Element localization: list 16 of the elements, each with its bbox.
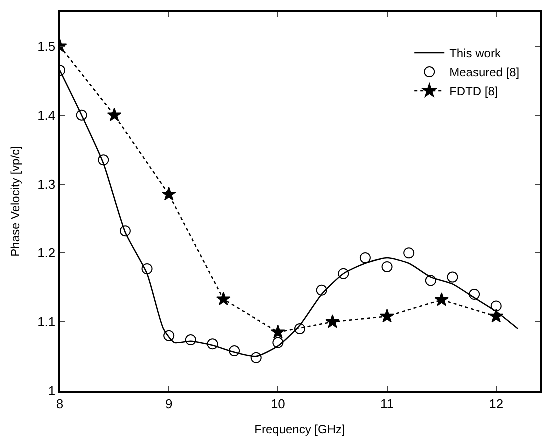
x-tick-label: 10 [270,396,286,412]
x-axis-title: Frequency [GHz] [254,422,346,437]
y-tick-label: 1.5 [38,39,56,54]
x-tick-label: 8 [56,396,64,412]
x-tick-label: 12 [489,396,504,412]
x-tick-label: 11 [380,396,394,412]
legend-label: This work [450,46,502,61]
y-tick-label: 1.1 [38,314,56,330]
y-tick-label: 1.3 [38,176,56,192]
legend-label: FDTD [8] [450,84,498,99]
x-tick-label: 9 [165,396,173,412]
y-axis-title: Phase Velocity [vp/c] [8,146,22,257]
y-tick-label: 1 [48,384,56,399]
y-tick-label: 1.4 [38,108,56,123]
y-tick-label: 1.2 [38,246,56,261]
legend-label: Measured [8] [450,66,520,80]
